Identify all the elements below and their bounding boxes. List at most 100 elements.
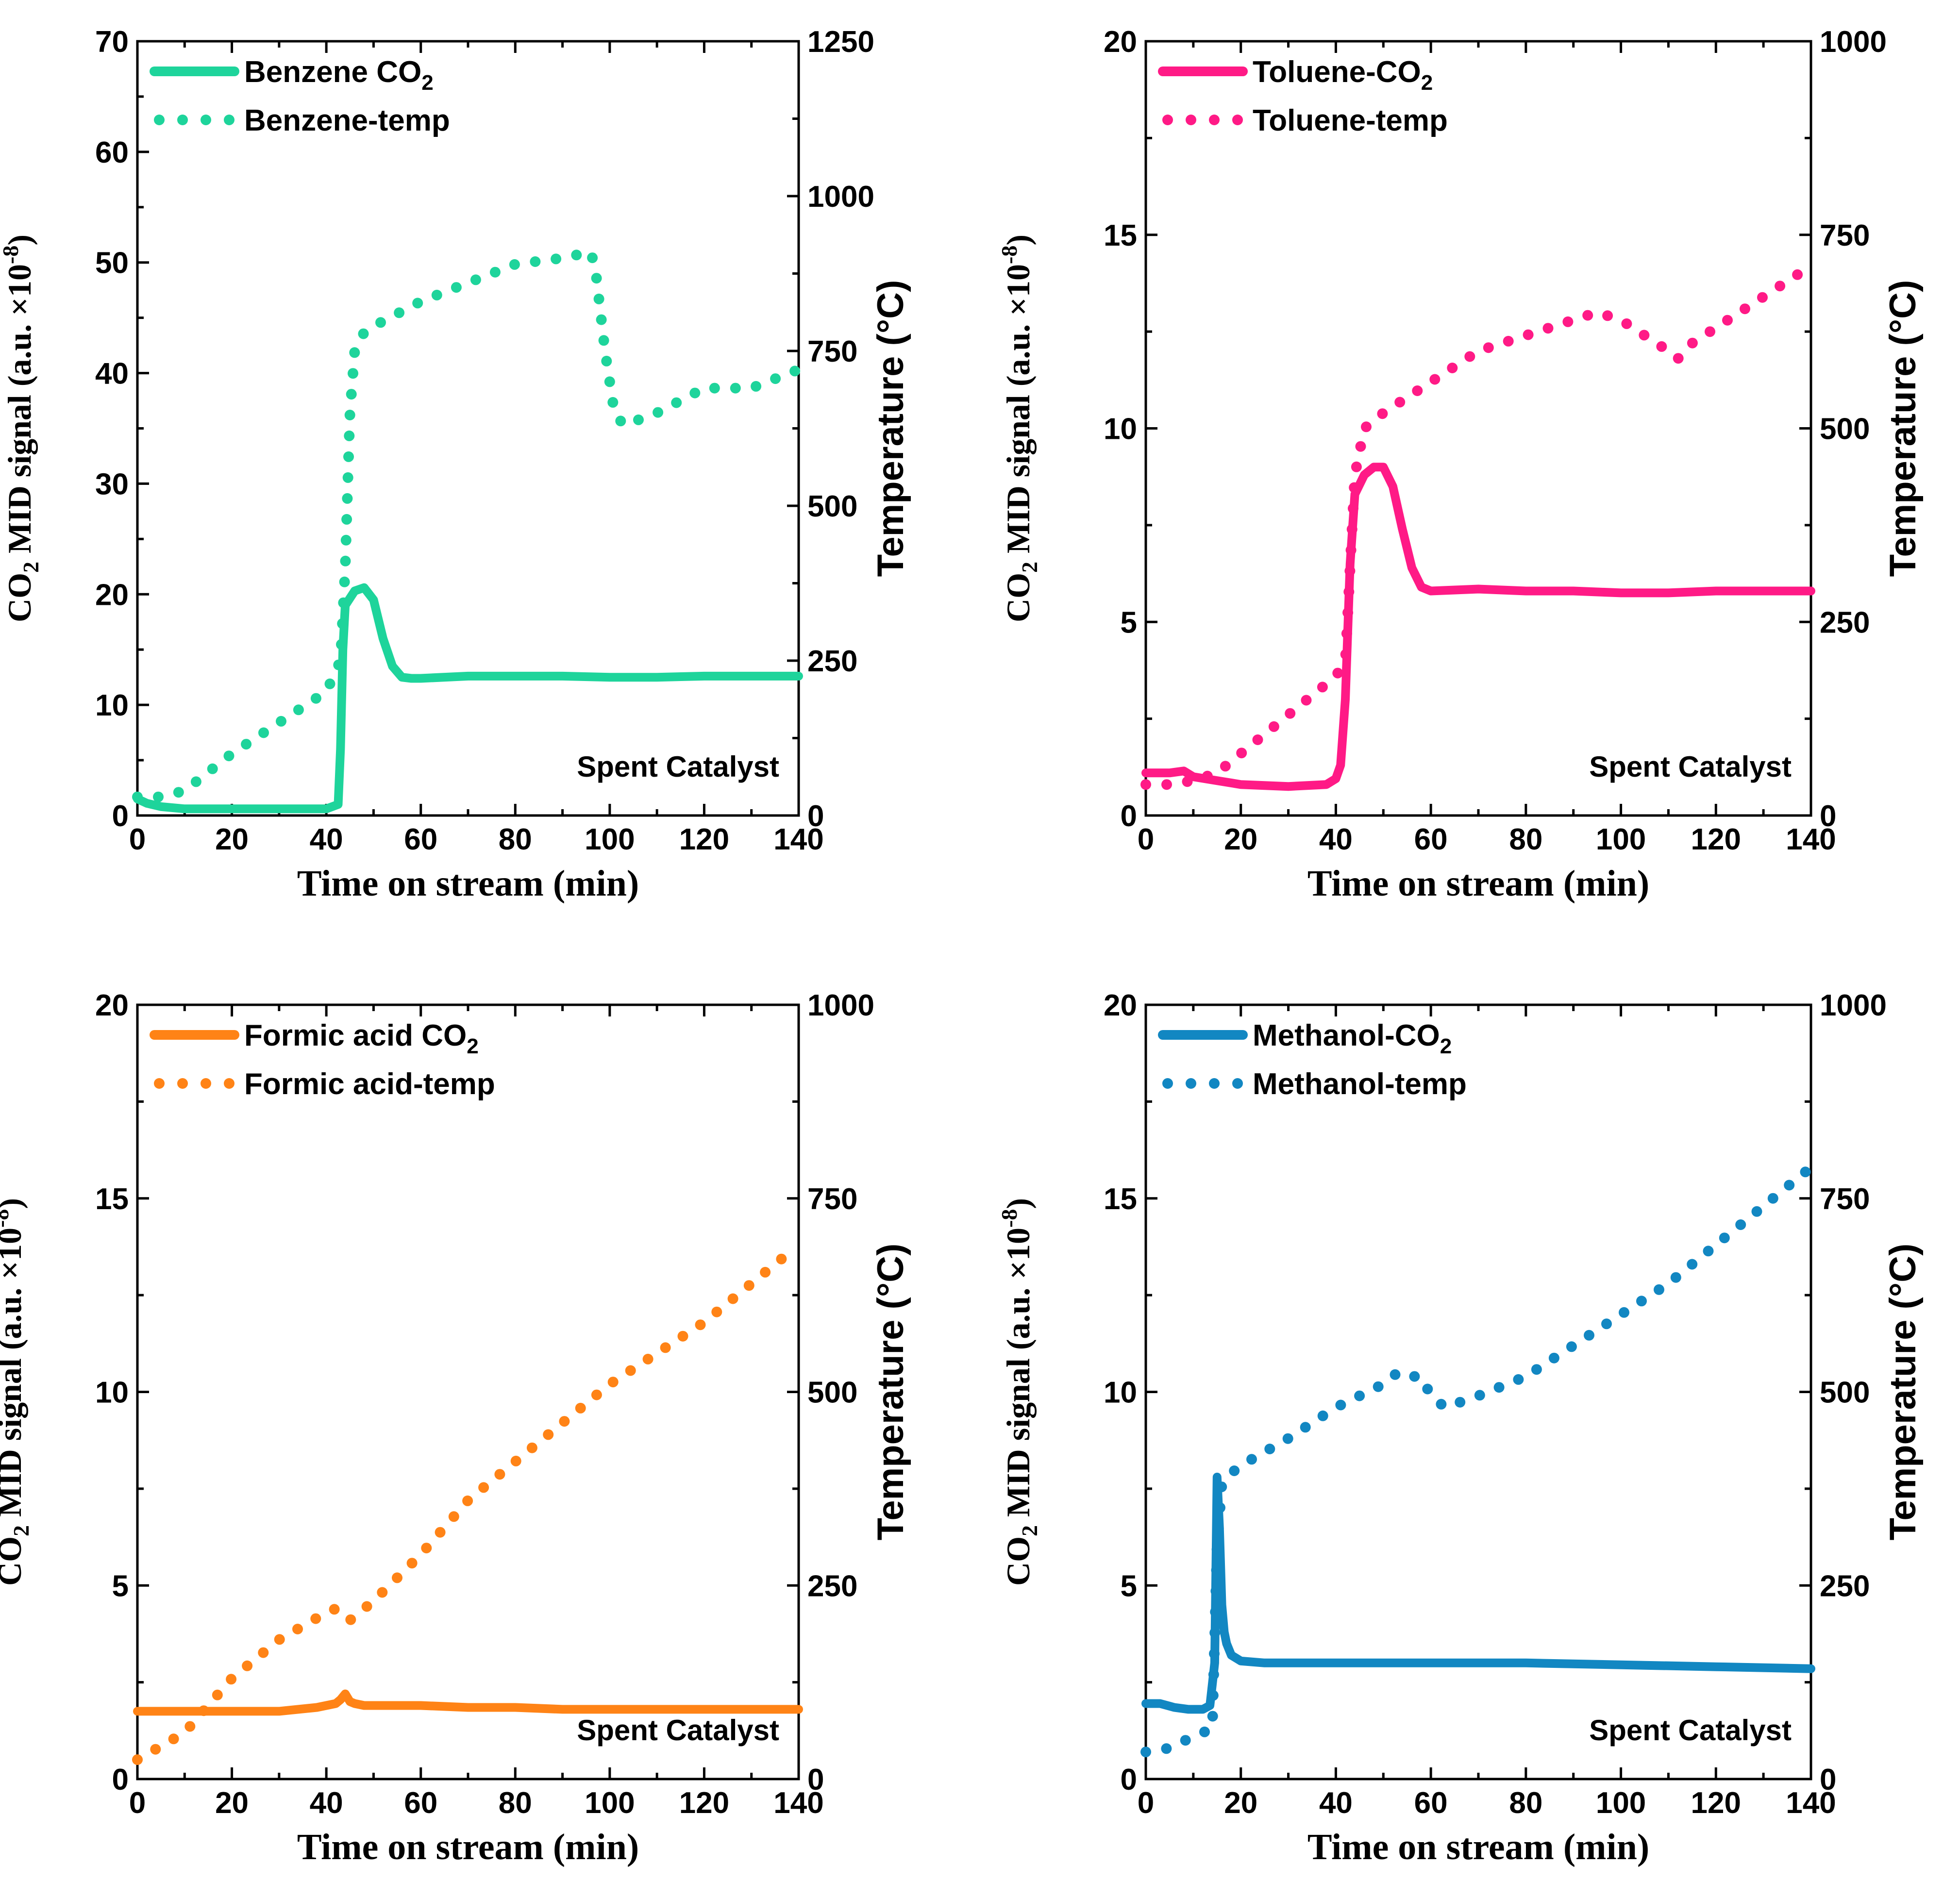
series-dots-temp (132, 1253, 787, 1765)
temp-point (343, 451, 354, 462)
x-tick-label: 40 (1319, 823, 1353, 856)
y2-axis-label: Temperature (°C) (1882, 280, 1924, 577)
x-tick-label: 20 (215, 823, 249, 856)
temp-point (361, 1601, 372, 1612)
temp-point (615, 416, 626, 427)
legend-label: Methanol-temp (1253, 1067, 1467, 1101)
x-tick-label: 140 (1786, 1786, 1836, 1820)
temp-point (1757, 292, 1768, 303)
x-tick-label: 60 (1414, 823, 1448, 856)
temp-point (173, 787, 184, 798)
temp-point (1332, 667, 1343, 679)
temp-point (509, 259, 520, 270)
temp-point (348, 368, 358, 379)
x-tick-label: 40 (310, 823, 343, 856)
temp-point (551, 253, 562, 265)
temp-point (226, 1674, 237, 1685)
x-tick-label: 120 (679, 1786, 729, 1820)
y2-tick-label: 1000 (807, 180, 874, 214)
plot-frame (136, 1003, 800, 1780)
temp-point (349, 347, 360, 358)
temp-point (375, 317, 386, 328)
legend-dot (154, 1078, 165, 1089)
x-tick-label: 0 (129, 1786, 146, 1820)
temp-point (776, 1253, 787, 1264)
y-tick-label: 20 (1104, 25, 1137, 59)
x-axis-label: Time on stream (min) (1307, 1827, 1649, 1867)
temp-point (190, 776, 201, 787)
y-tick-label: 20 (95, 989, 129, 1022)
temp-point (607, 1377, 619, 1388)
temp-point (451, 282, 462, 293)
temp-point (1483, 342, 1494, 353)
temp-point (394, 307, 405, 318)
temp-point (1342, 607, 1354, 618)
temp-point (530, 256, 541, 267)
legend-dot (1186, 115, 1196, 125)
temp-point (1268, 721, 1279, 732)
temp-point (1447, 363, 1458, 373)
legend-dot (1162, 1078, 1173, 1089)
temp-point (1390, 1369, 1401, 1380)
temp-point (337, 618, 348, 629)
temp-point (695, 1319, 706, 1331)
temp-point (642, 1353, 653, 1364)
panel-methanol: 0 20 40 60 80 100 120 1400510152002505007501000… (997, 989, 1924, 1867)
temp-point (1584, 1330, 1594, 1341)
x-tick-label: 120 (1691, 1786, 1741, 1820)
temp-point (559, 1416, 570, 1427)
temp-point (1161, 779, 1172, 790)
temp-point (604, 376, 615, 387)
temp-point (660, 1342, 671, 1353)
temp-point (1285, 708, 1296, 719)
y-tick-label: 30 (95, 467, 129, 501)
temp-point (1355, 441, 1366, 452)
temp-point (1775, 281, 1786, 292)
temp-point (1317, 682, 1328, 693)
temp-point (1317, 1410, 1328, 1421)
y-axis-label: CO2 MID signal (a.u. ×10-8) (0, 234, 43, 622)
temp-point (1346, 524, 1357, 535)
x-tick-label: 80 (499, 823, 532, 856)
y2-tick-label: 1000 (1820, 25, 1887, 59)
temp-point (358, 328, 369, 339)
temp-point (1207, 1711, 1218, 1722)
temp-point (1619, 1307, 1629, 1318)
temp-point (346, 389, 357, 400)
x-tick-label: 40 (310, 1786, 343, 1820)
temp-point (1340, 649, 1351, 660)
temp-point (1656, 341, 1667, 352)
temp-point (1493, 1382, 1505, 1393)
legend-swatch-dotted (154, 115, 235, 125)
y-tick-label: 5 (112, 1569, 129, 1603)
annotation-spent-catalyst: Spent Catalyst (1589, 750, 1792, 783)
x-tick-label: 60 (404, 823, 437, 856)
x-tick-label: 120 (1691, 823, 1741, 856)
y2-tick-label: 0 (1820, 1763, 1836, 1797)
legend-swatch-dotted (154, 1078, 235, 1089)
temp-point (1209, 1627, 1221, 1638)
temp-point (207, 763, 218, 774)
annotation-spent-catalyst: Spent Catalyst (577, 750, 779, 783)
legend-dot (177, 1078, 188, 1089)
legend-dot (1162, 115, 1173, 125)
series-line-co2 (1141, 463, 1815, 791)
temp-point (1161, 1743, 1172, 1754)
temp-point (571, 250, 582, 261)
temp-point (1301, 695, 1312, 706)
temp-point (1566, 1341, 1577, 1352)
temp-point (1300, 1422, 1311, 1433)
x-tick-label: 140 (1786, 823, 1836, 856)
y2-tick-label: 250 (1820, 606, 1870, 639)
temp-point (591, 273, 602, 284)
temp-point (1220, 761, 1231, 772)
temp-point (406, 1558, 418, 1569)
legend-dot (201, 1078, 211, 1089)
temp-point (1455, 1397, 1466, 1408)
temp-point (392, 1572, 402, 1583)
legend-dot (224, 1078, 235, 1089)
legend-dot (224, 115, 235, 125)
temp-point (342, 493, 353, 504)
temp-point (1654, 1284, 1664, 1295)
temp-point (150, 1744, 161, 1755)
